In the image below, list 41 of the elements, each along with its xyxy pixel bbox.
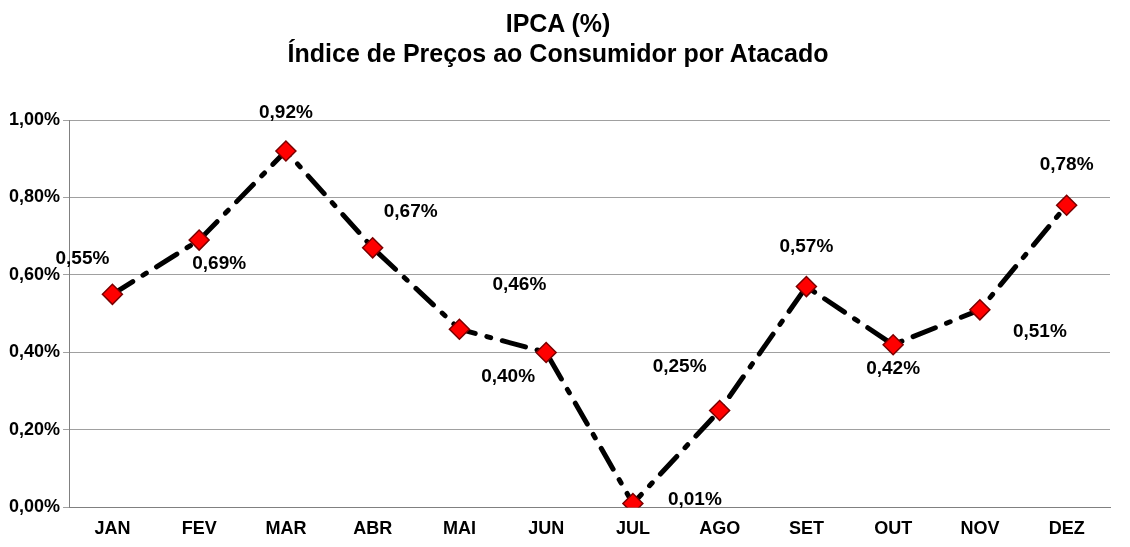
data-label: 0,42% (866, 356, 921, 378)
point (795, 275, 818, 298)
y-tick-label: 0,00% (8, 496, 61, 517)
data-label: 0,92% (258, 101, 313, 123)
y-tick-label: 0,80% (8, 186, 61, 207)
x-tick-label: JUN (528, 518, 565, 539)
text: IPCA (%) (505, 8, 611, 37)
x-tick-label: JAN (94, 518, 131, 539)
x-tick-label: NOV (960, 518, 1000, 539)
x-tick-label: SET (788, 518, 824, 539)
x-tick-label: MAR (265, 518, 307, 539)
point (275, 140, 297, 162)
point (708, 399, 731, 422)
point (101, 283, 124, 306)
point (1055, 194, 1078, 216)
x-tick-label: OUT (874, 518, 913, 539)
point (535, 341, 557, 364)
data-label: 0,46% (492, 273, 547, 295)
point (361, 237, 384, 259)
y-tick-label: 0,40% (8, 341, 61, 362)
point (448, 318, 471, 340)
point (882, 333, 904, 356)
y-tick-label: 1,00% (8, 108, 61, 129)
x-tick-label: MAI (442, 518, 476, 539)
data-label: 0,69% (192, 252, 247, 274)
data-label: 0,25% (652, 354, 707, 376)
data-label: 0,40% (481, 364, 536, 386)
data-label: 0,67% (383, 200, 438, 222)
text: Índice de Preços ao Consumidor por Atacado (287, 38, 829, 67)
point (188, 229, 210, 251)
data-label: 0,01% (667, 487, 722, 509)
point (969, 299, 991, 321)
data-label: 0,78% (1039, 153, 1094, 175)
x-tick-label: DEZ (1048, 518, 1085, 539)
x-tick-label: AGO (699, 518, 741, 539)
data-label: 0,51% (1012, 320, 1067, 342)
data-label: 0,57% (779, 234, 834, 256)
y-tick-label: 0,20% (8, 418, 61, 439)
x-tick-label: ABR (353, 518, 393, 539)
x-tick-label: JUL (615, 518, 650, 539)
x-tick-label: FEV (181, 518, 217, 539)
